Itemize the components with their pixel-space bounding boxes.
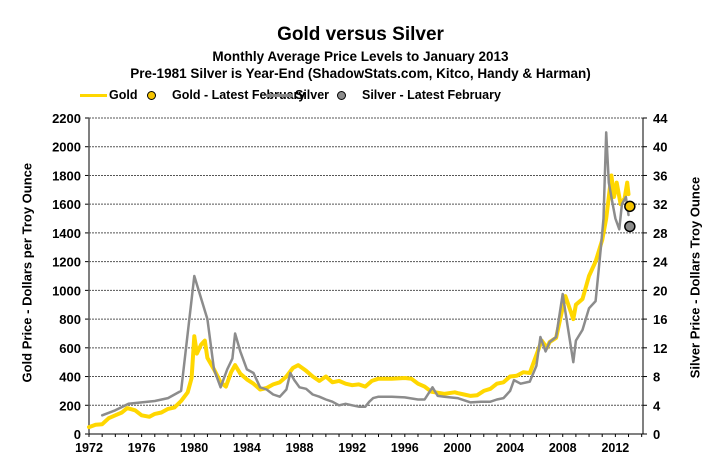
y-tick-label: 2200: [52, 111, 81, 126]
x-tick-label: 2004: [496, 441, 524, 455]
y2-tick-label: 16: [653, 312, 667, 327]
chart-subtitle-source: Pre-1981 Silver is Year-End (ShadowStats…: [130, 66, 591, 81]
legend-gold-dot-swatch: [147, 90, 156, 100]
y2-tick-label: 32: [653, 197, 667, 212]
legend-item-silver: Silver: [266, 88, 329, 102]
y-tick-label: 1000: [52, 283, 81, 298]
x-tick-label: 2012: [601, 441, 629, 455]
series-line-gold: [87, 173, 631, 430]
y2-tick-label: 40: [653, 140, 667, 155]
chart-subtitle: Monthly Average Price Levels to January …: [212, 49, 509, 64]
legend-item-gold: Gold: [80, 88, 137, 102]
y-tick-label: 800: [59, 312, 81, 327]
y2-tick-label: 44: [653, 111, 668, 126]
y-tick-label: 1600: [52, 197, 81, 212]
x-tick-label: 1984: [233, 441, 261, 455]
series-line-silver: [100, 131, 630, 417]
legend-label: Gold: [109, 88, 138, 102]
x-tick-label: 2000: [444, 441, 472, 455]
y2-tick-label: 36: [653, 168, 667, 183]
legend-label: Gold - Latest February: [172, 88, 306, 102]
y-tick-label: 0: [74, 427, 81, 442]
latest-point-silver: [624, 220, 636, 233]
x-tick-label: 2008: [549, 441, 577, 455]
latest-point-gold: [624, 200, 636, 213]
legend-gold-line-swatch: [80, 93, 107, 97]
y2-tick-label: 0: [653, 427, 660, 442]
y-tick-label: 400: [59, 370, 81, 385]
y-tick-label: 1800: [52, 168, 81, 183]
y-tick-label: 1200: [52, 255, 81, 270]
legend-silver-dot-swatch: [337, 90, 346, 100]
y2-tick-label: 28: [653, 226, 667, 241]
legend-label: Silver: [295, 88, 330, 102]
legend-silver-line-swatch: [266, 93, 293, 97]
chart-title: Gold versus Silver: [277, 24, 444, 45]
gridlines: [89, 117, 643, 406]
y2-tick-label: 12: [653, 341, 667, 356]
y2-tick-label: 24: [653, 255, 668, 270]
axes: [85, 117, 647, 437]
y-tick-label: 1400: [52, 226, 81, 241]
y2-tick-label: 8: [653, 370, 660, 385]
legend-item-gold-latest: Gold - Latest February: [147, 88, 305, 102]
y2-tick-label: 20: [653, 283, 667, 298]
tick-labels: 0200400600800100012001400160018002000220…: [52, 111, 668, 455]
latest-points: [624, 200, 636, 233]
x-tick-label: 1972: [75, 441, 103, 455]
y-tick-label: 2000: [52, 140, 81, 155]
legend-item-silver-latest: Silver - Latest February: [337, 88, 501, 102]
y2-tick-label: 4: [653, 398, 661, 413]
x-tick-label: 1976: [128, 441, 156, 455]
legend-label: Silver - Latest February: [362, 88, 501, 102]
y-tick-label: 600: [59, 341, 81, 356]
legend: Gold Gold - Latest February Silver Silve…: [0, 86, 721, 106]
series-lines: [87, 131, 631, 430]
x-tick-label: 1988: [286, 441, 314, 455]
x-tick-label: 1996: [391, 441, 419, 455]
x-tick-label: 1980: [180, 441, 208, 455]
y-tick-label: 200: [59, 398, 81, 413]
x-tick-label: 1992: [338, 441, 366, 455]
